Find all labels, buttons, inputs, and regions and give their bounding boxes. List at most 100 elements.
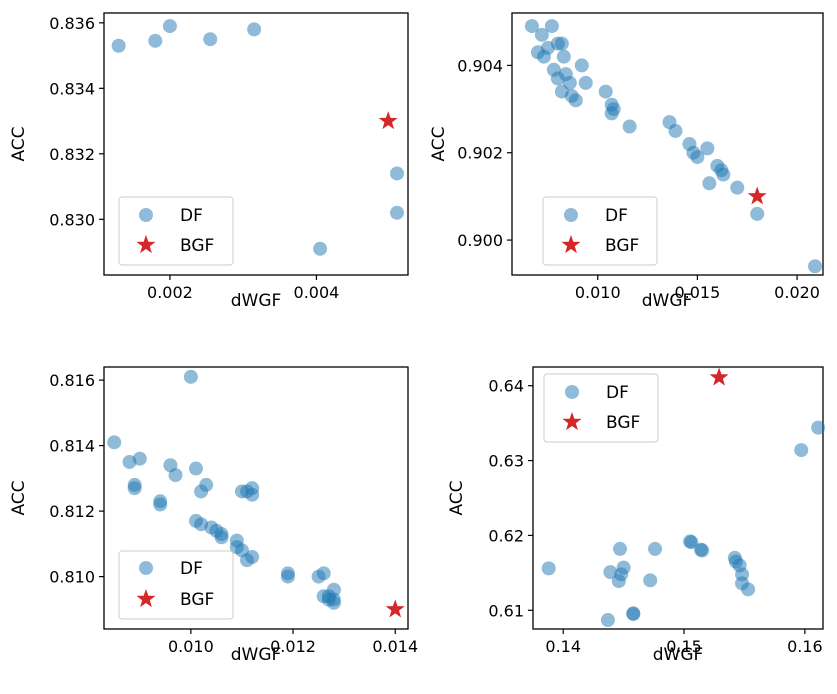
df-point xyxy=(613,541,627,556)
df-point xyxy=(148,33,163,48)
df-point xyxy=(811,420,826,435)
y-tick-label: 0.810 xyxy=(49,568,95,587)
x-tick-label: 0.015 xyxy=(674,283,720,302)
x-axis-label: dWGF xyxy=(231,645,282,665)
x-tick-label: 0.15 xyxy=(666,637,702,656)
legend-bgf-label: BGF xyxy=(605,236,639,256)
df-point xyxy=(648,541,663,556)
df-point xyxy=(127,481,142,496)
x-axis-label: dWGF xyxy=(231,291,282,311)
plot-frame xyxy=(103,12,409,276)
df-point xyxy=(132,451,147,466)
legend-df-label: DF xyxy=(606,383,629,403)
y-ticks: 0.900 0.902 0.904 xyxy=(457,56,512,250)
df-point xyxy=(600,613,615,628)
df-point xyxy=(203,32,218,47)
legend-bgf-marker xyxy=(561,235,581,254)
df-point xyxy=(622,119,637,134)
df-point xyxy=(643,573,658,588)
df-point xyxy=(700,141,715,156)
bgf-point xyxy=(385,599,405,618)
df-point xyxy=(194,484,209,499)
x-tick-label: 0.010 xyxy=(168,637,214,656)
y-axis-label: ACC xyxy=(447,480,467,515)
data-marks xyxy=(524,19,823,274)
df-point xyxy=(214,530,229,545)
df-point xyxy=(808,259,823,274)
x-axis-label: dWGF xyxy=(653,645,704,665)
bgf-point xyxy=(747,186,767,205)
x-tick-label: 0.002 xyxy=(147,283,193,302)
plot-frame xyxy=(103,366,409,630)
plot-frame xyxy=(532,366,824,630)
legend-df-label: DF xyxy=(605,206,628,226)
df-point xyxy=(280,569,295,584)
y-ticks: 0.810 0.812 0.814 0.816 xyxy=(49,371,104,587)
x-tick-label: 0.020 xyxy=(774,283,820,302)
legend-df-label: DF xyxy=(180,206,203,226)
subplot-top-left: 0.002 0.004 0.830 0.832 0.834 0.836 dWGF ACC… xyxy=(9,12,409,311)
legend-bgf-marker xyxy=(136,589,156,608)
legend-bgf-label: BGF xyxy=(606,413,640,433)
y-tick-label: 0.834 xyxy=(49,79,95,98)
df-point xyxy=(390,166,405,181)
subplot-bottom-left: 0.010 0.012 0.014 0.810 0.812 0.814 0.816 dWG… xyxy=(9,366,418,665)
y-tick-label: 0.902 xyxy=(457,144,503,163)
df-point xyxy=(245,549,260,564)
y-ticks: 0.830 0.832 0.834 0.836 xyxy=(49,14,104,229)
y-axis-label: ACC xyxy=(9,126,29,161)
x-ticks: 0.002 0.004 xyxy=(147,275,339,302)
y-ticks: 0.61 0.62 0.63 0.64 xyxy=(488,377,533,620)
legend-bgf-label: BGF xyxy=(180,590,214,610)
df-point xyxy=(603,565,618,580)
legend: DF BGF xyxy=(118,196,234,266)
df-point xyxy=(390,205,405,220)
plot-frame xyxy=(511,12,824,276)
df-point xyxy=(626,607,641,622)
y-axis-label: ACC xyxy=(429,126,449,161)
df-point xyxy=(750,206,765,221)
y-tick-label: 0.64 xyxy=(488,377,524,396)
df-point xyxy=(245,487,260,502)
x-tick-label: 0.010 xyxy=(575,283,621,302)
legend-bgf-label: BGF xyxy=(180,236,214,256)
df-point xyxy=(741,582,756,597)
y-tick-label: 0.832 xyxy=(49,145,95,164)
legend: DF BGF xyxy=(118,550,234,620)
y-tick-label: 0.816 xyxy=(49,371,95,390)
x-ticks: 0.010 0.015 0.020 xyxy=(575,275,820,302)
df-point xyxy=(550,71,565,86)
df-point xyxy=(556,49,571,64)
df-point xyxy=(534,27,549,42)
y-axis-label: ACC xyxy=(9,480,29,515)
legend-bgf-marker xyxy=(562,412,582,431)
x-tick-label: 0.014 xyxy=(372,637,418,656)
legend-df-marker xyxy=(565,385,579,399)
bgf-point xyxy=(378,111,398,130)
df-point xyxy=(604,106,619,121)
df-point xyxy=(326,595,341,610)
subplot-bottom-right: 0.14 0.15 0.16 0.61 0.62 0.63 0.64 dWGF ACC D… xyxy=(447,366,826,665)
df-point xyxy=(183,369,198,384)
subplot-top-right: 0.010 0.015 0.020 0.900 0.902 0.904 dWGF ACC… xyxy=(429,12,824,311)
df-point xyxy=(541,561,556,576)
y-tick-label: 0.830 xyxy=(49,210,95,229)
x-ticks: 0.14 0.15 0.16 xyxy=(545,629,823,656)
x-ticks: 0.010 0.012 0.014 xyxy=(168,629,418,656)
data-marks xyxy=(111,19,405,256)
legend-df-marker xyxy=(564,208,578,222)
y-tick-label: 0.62 xyxy=(488,526,524,545)
df-point xyxy=(730,180,745,195)
df-point xyxy=(578,75,593,90)
x-tick-label: 0.004 xyxy=(294,283,340,302)
y-tick-label: 0.900 xyxy=(457,231,503,250)
y-tick-label: 0.61 xyxy=(488,601,524,620)
x-tick-label: 0.16 xyxy=(787,637,823,656)
data-marks xyxy=(541,367,826,628)
legend-df-marker xyxy=(139,208,153,222)
df-point xyxy=(326,582,341,597)
y-tick-label: 0.63 xyxy=(488,452,524,471)
df-point xyxy=(616,560,631,575)
legend-bgf-marker xyxy=(136,235,156,254)
